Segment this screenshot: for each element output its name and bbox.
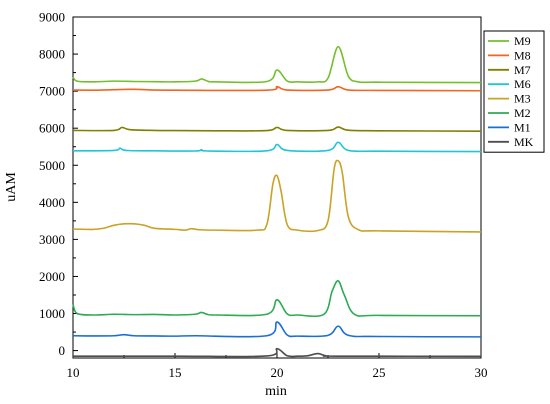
legend-label-m2: M2 xyxy=(514,106,531,120)
axes xyxy=(72,16,482,359)
legend-label-m7: M7 xyxy=(514,63,531,77)
y-tick-label: 8000 xyxy=(39,47,65,62)
series-line-m6 xyxy=(72,141,482,153)
x-tick-label: 15 xyxy=(169,365,182,380)
legend-label-mk: MK xyxy=(514,135,534,149)
y-tick-label: 2000 xyxy=(39,269,65,284)
legend-box xyxy=(483,30,545,153)
legend-label-m3: M3 xyxy=(514,92,531,106)
series-line-m9 xyxy=(72,45,482,84)
plot-frame xyxy=(72,16,482,359)
y-tick-label: 4000 xyxy=(39,195,65,210)
y-axis-label: uAM xyxy=(4,172,19,202)
x-tick-label: 20 xyxy=(271,365,284,380)
legend-label-m6: M6 xyxy=(514,77,531,91)
series-line-m2 xyxy=(72,280,482,318)
tick-labels: 10 15 20 25 30 0 1000 2000 3000 4000 5000 6000 7000 8… xyxy=(39,10,488,381)
legend-label-m1: M1 xyxy=(514,120,531,134)
y-tick-label: 1000 xyxy=(39,306,65,321)
series-line-mk xyxy=(72,347,482,358)
y-tick-label: 5000 xyxy=(39,158,65,173)
x-axis-label: min xyxy=(265,384,287,399)
legend-label-m9: M9 xyxy=(514,34,531,48)
y-tick-label: 9000 xyxy=(39,10,65,25)
y-tick-label: 7000 xyxy=(39,84,65,99)
series-line-m8 xyxy=(72,85,482,92)
series-line-m7 xyxy=(72,126,482,132)
y-tick-label: 3000 xyxy=(39,232,65,247)
series-line-m3 xyxy=(72,159,482,233)
x-tick-label: 30 xyxy=(475,365,488,380)
series-line-m1 xyxy=(72,321,482,338)
x-tick-label: 10 xyxy=(67,365,80,380)
x-tick-label: 25 xyxy=(373,365,386,380)
y-tick-label: 6000 xyxy=(39,121,65,136)
y-tick-label: 0 xyxy=(59,343,66,358)
series-lines xyxy=(72,45,482,358)
legend-label-m8: M8 xyxy=(514,48,531,62)
